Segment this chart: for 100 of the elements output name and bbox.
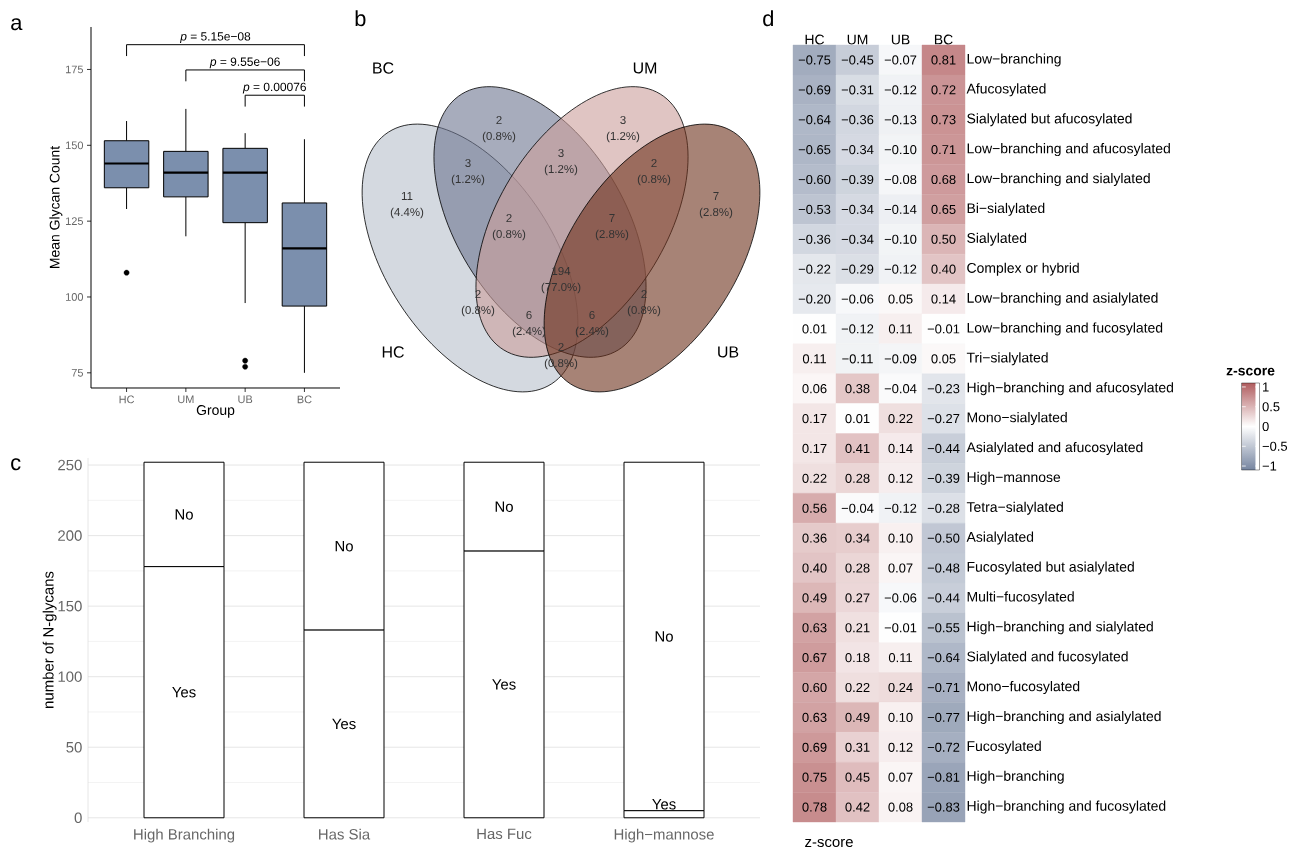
chart-title: d xyxy=(763,10,773,27)
annotation: p = 9.55e−06 xyxy=(209,57,280,69)
x-tick-label: BC xyxy=(297,395,312,404)
y-tick-label: Low−branching and asialylated xyxy=(967,292,1158,306)
text: 2 xyxy=(496,115,502,124)
text: 2 xyxy=(651,158,657,167)
category-label: BC xyxy=(373,62,394,74)
y-tick-label: High−branching and afucosylated xyxy=(967,382,1174,396)
data-label: −0.50 xyxy=(927,533,960,543)
y-axis-title: number of N-glycans xyxy=(42,571,57,708)
data-label: −0.10 xyxy=(884,145,917,155)
y-tick-label: 200 xyxy=(58,530,82,541)
data-label: −0.12 xyxy=(884,503,917,513)
data-label: 0.36 xyxy=(802,533,827,543)
data-label: −0.72 xyxy=(927,742,960,752)
data-label: 0.14 xyxy=(931,294,956,304)
data-label: −0.36 xyxy=(798,234,831,244)
data-label: 0.12 xyxy=(888,742,913,752)
y-tick-label: 125 xyxy=(66,217,84,226)
y-axis-title: Mean Glycan Count xyxy=(49,145,63,268)
text: 6 xyxy=(526,310,532,320)
data-label: 0.08 xyxy=(888,802,913,812)
y-tick-label: High−branching and sialylated xyxy=(967,621,1153,635)
data-label: −0.12 xyxy=(884,85,917,95)
data-label: 0.56 xyxy=(802,503,827,513)
data-label: −0.64 xyxy=(798,115,831,125)
data-label: 0.73 xyxy=(931,115,956,125)
y-tick-label: Low−branching and afucosylated xyxy=(967,143,1170,157)
y-tick-label: 250 xyxy=(58,459,82,471)
data-label: 0.07 xyxy=(888,772,913,782)
chart-title: c xyxy=(11,458,21,471)
data-label: −0.77 xyxy=(927,712,960,722)
data-label: −0.45 xyxy=(841,55,874,65)
data-label: −0.07 xyxy=(884,55,917,65)
data-label: −0.06 xyxy=(884,593,917,603)
text: Yes xyxy=(492,679,516,690)
data-label: 0.72 xyxy=(931,85,956,95)
y-tick-label: Mono−sialylated xyxy=(967,412,1067,426)
data-label: −0.28 xyxy=(927,503,960,513)
color-bar-label: 0.5 xyxy=(1262,402,1280,412)
y-tick-label: Fucosylated but asialylated xyxy=(967,561,1134,575)
data-label: −0.14 xyxy=(884,204,917,214)
data-label: 0.63 xyxy=(802,712,827,722)
data-label: 0.81 xyxy=(931,55,956,65)
data-label: 0.10 xyxy=(888,712,913,722)
data-label: 0.28 xyxy=(845,563,870,573)
series-label: No xyxy=(175,509,193,520)
x-axis-title: z-score xyxy=(805,838,853,848)
data-label: 0.05 xyxy=(888,294,913,304)
data-label: −0.64 xyxy=(927,653,960,663)
data-label: 0.40 xyxy=(802,563,827,573)
y-tick-label: Complex or hybrid xyxy=(967,262,1079,276)
data-label: −0.06 xyxy=(841,294,874,304)
y-tick-label: 150 xyxy=(58,600,82,612)
data-label: −0.75 xyxy=(798,55,831,65)
text: (0.8%) xyxy=(492,229,526,241)
data-label: −0.04 xyxy=(884,384,917,394)
category-label: UB xyxy=(718,346,739,358)
x-tick-label: Has Fuc xyxy=(477,828,532,840)
data-label: 0.12 xyxy=(888,473,913,483)
data-label: 0.21 xyxy=(845,623,870,633)
data-label: 0.75 xyxy=(802,772,827,782)
data-label: −0.09 xyxy=(884,354,917,364)
y-tick-label: Tetra−sialylated xyxy=(966,501,1063,515)
data-label: 0.06 xyxy=(802,384,827,394)
data-label: −0.55 xyxy=(927,623,960,633)
text: 6 xyxy=(589,310,595,320)
data-label: 0.18 xyxy=(845,653,870,663)
annotation: p = 0.00076 xyxy=(242,82,306,94)
y-tick-label: 150 xyxy=(66,141,84,150)
text: (1.2%) xyxy=(451,174,485,186)
text: 3 xyxy=(558,148,564,158)
data-label: −0.83 xyxy=(927,802,960,812)
data-label: 0.60 xyxy=(802,682,827,693)
data-label: 0.11 xyxy=(802,354,827,364)
data-label: 0.78 xyxy=(802,802,827,812)
text: b xyxy=(355,10,366,27)
data-label: 0.31 xyxy=(845,742,870,752)
y-tick-label: 100 xyxy=(58,671,82,682)
data-label: −0.29 xyxy=(841,264,874,274)
y-tick-label: Multi−fucosylated xyxy=(967,591,1074,605)
y-tick-label: Sialylated and fucosylated xyxy=(967,651,1128,665)
data-label: −0.53 xyxy=(798,204,831,214)
data-label: 0.27 xyxy=(845,593,870,603)
text: (2.8%) xyxy=(699,207,733,219)
x-tick-label: HC xyxy=(805,34,825,45)
data-label: 0.10 xyxy=(888,533,913,543)
y-tick-label: Asialylated and afucosylated xyxy=(966,441,1143,455)
x-tick-label: UB xyxy=(238,395,253,404)
y-tick-label: High−mannose xyxy=(967,471,1061,485)
data-label: 0.34 xyxy=(845,533,870,543)
data-label: −0.12 xyxy=(884,264,917,274)
data-label: 0.41 xyxy=(845,443,870,454)
data-label: −0.01 xyxy=(884,623,917,633)
data-label: 0.01 xyxy=(845,413,870,424)
data-label: 0.05 xyxy=(931,354,956,364)
x-tick-label: UM xyxy=(847,34,868,45)
color-bar-label: −0.5 xyxy=(1262,441,1288,451)
x-axis-title: Group xyxy=(196,405,235,418)
series-label: Yes xyxy=(652,799,676,810)
